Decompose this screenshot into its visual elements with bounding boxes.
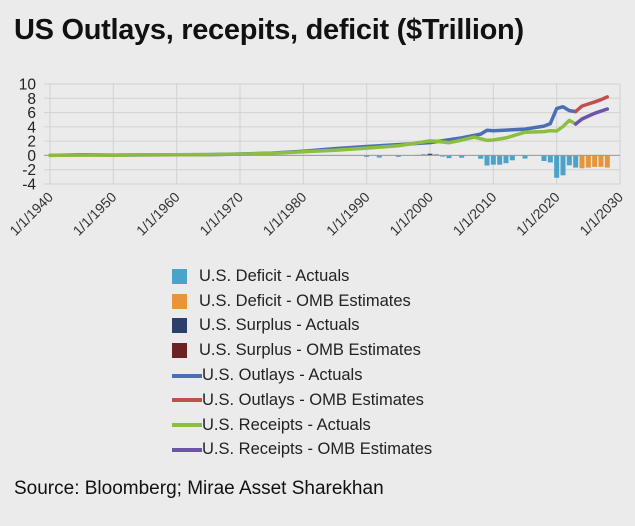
legend-label: U.S. Deficit - Actuals — [199, 266, 350, 285]
legend-label: U.S. Surplus - OMB Estimates — [199, 341, 421, 360]
bar-mark — [509, 155, 515, 161]
bar-mark — [497, 155, 503, 165]
bar-mark — [566, 155, 572, 166]
series-line — [48, 104, 578, 158]
legend-label: U.S. Outlays - Actuals — [202, 366, 363, 385]
bar-mark — [459, 155, 465, 158]
legend-item: U.S. Surplus - OMB Estimates — [172, 338, 432, 363]
source-note: Source: Bloomberg; Mirae Asset Sharekhan — [14, 478, 384, 499]
x-tick-label: 1/1/2020 — [513, 189, 563, 239]
bar-mark — [478, 155, 484, 159]
legend-item: U.S. Deficit - OMB Estimates — [172, 289, 432, 314]
legend-item: U.S. Receipts - Actuals — [172, 413, 432, 438]
y-tick-label: 4 — [27, 119, 36, 136]
x-tick-label: 1/1/1980 — [260, 189, 310, 239]
y-tick-label: 10 — [19, 77, 37, 94]
legend-swatch — [172, 343, 187, 359]
x-tick-label: 1/1/2030 — [576, 189, 626, 239]
bar-mark — [522, 155, 528, 159]
bar-layer — [364, 153, 610, 178]
legend-label: U.S. Receipts - Actuals — [202, 415, 371, 434]
legend-line-swatch — [172, 447, 202, 452]
y-tick-label: 8 — [27, 91, 36, 108]
bar-mark — [604, 155, 610, 168]
bar-mark — [446, 155, 452, 159]
x-tick-label: 1/1/2010 — [450, 189, 500, 239]
bar-mark — [560, 155, 566, 176]
legend-line-swatch — [172, 398, 202, 403]
legend-label: U.S. Deficit - OMB Estimates — [199, 291, 411, 310]
legend-line-swatch — [172, 423, 202, 428]
bar-mark — [598, 155, 604, 167]
bar-mark — [579, 155, 585, 169]
legend-label: U.S. Surplus - Actuals — [199, 316, 360, 335]
y-tick-label: 6 — [27, 105, 36, 122]
bar-mark — [503, 155, 509, 164]
y-tick-label: 2 — [27, 134, 36, 151]
x-tick-label: 1/1/1960 — [133, 189, 183, 239]
x-tick-label: 1/1/1940 — [6, 189, 56, 239]
legend-item: U.S. Outlays - Actuals — [172, 363, 432, 388]
bar-mark — [484, 155, 490, 166]
x-tick-label: 1/1/1990 — [323, 189, 373, 239]
bar-mark — [440, 155, 446, 157]
line-layer — [48, 95, 610, 158]
legend-swatch — [172, 268, 187, 284]
series-line — [573, 95, 610, 114]
legend-label: U.S. Receipts - OMB Estimates — [202, 440, 433, 459]
bar-mark — [585, 155, 591, 168]
x-tick-label: 1/1/1970 — [196, 189, 246, 239]
series-line — [48, 118, 578, 158]
gridlines — [44, 83, 621, 185]
legend-item: U.S. Receipts - OMB Estimates — [172, 438, 432, 463]
bar-mark — [376, 155, 382, 158]
legend: U.S. Deficit - Actuals U.S. Deficit - OMB… — [172, 264, 432, 462]
bar-mark — [573, 155, 579, 168]
bar-mark — [547, 155, 553, 163]
x-tick-label: 1/1/2000 — [386, 189, 436, 239]
chart-title: US Outlays, recepits, deficit ($Trillion… — [14, 14, 524, 46]
bar-mark — [592, 155, 598, 167]
bar-mark — [364, 155, 370, 157]
bar-mark — [395, 155, 401, 157]
legend-item: U.S. Surplus - Actuals — [172, 314, 432, 339]
y-tick-label: -4 — [22, 177, 36, 194]
legend-line-swatch — [172, 373, 202, 378]
legend-item: U.S. Outlays - OMB Estimates — [172, 388, 432, 413]
legend-label: U.S. Outlays - OMB Estimates — [202, 390, 424, 409]
bar-mark — [427, 153, 433, 156]
legend-swatch — [172, 293, 187, 309]
x-tick-label: 1/1/1950 — [70, 189, 120, 239]
bar-mark — [541, 155, 547, 161]
legend-item: U.S. Deficit - Actuals — [172, 264, 432, 289]
bar-mark — [490, 155, 496, 165]
series-line — [573, 107, 610, 126]
y-tick-label: 0 — [27, 148, 36, 165]
legend-swatch — [172, 318, 187, 334]
y-tick-label: -2 — [22, 162, 36, 179]
bar-mark — [554, 155, 560, 178]
